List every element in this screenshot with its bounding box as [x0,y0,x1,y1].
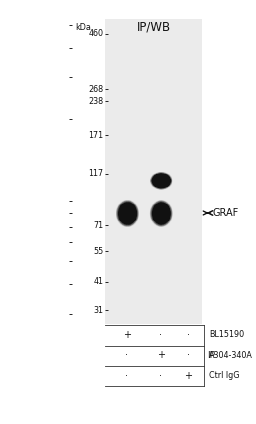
Bar [105,19,202,324]
Text: 41: 41 [93,277,103,286]
Text: GRAF: GRAF [213,208,239,218]
Text: kDa: kDa [75,23,91,32]
Text: Ctrl IgG: Ctrl IgG [209,371,239,380]
Text: 71: 71 [93,221,103,230]
Text: 55: 55 [93,247,103,256]
Text: A304-340A: A304-340A [209,351,253,360]
Text: 460: 460 [88,29,103,38]
Text: ·: · [125,350,129,360]
Text: 268: 268 [88,84,103,94]
Text: ·: · [187,350,190,360]
Text: ·: · [187,330,190,340]
Text: 117: 117 [88,170,103,179]
Text: IP/WB: IP/WB [137,21,171,33]
Text: +: + [123,330,131,340]
Text: ·: · [159,330,162,340]
Text: 238: 238 [88,97,103,106]
Text: IP: IP [208,351,216,360]
Text: ·: · [125,371,129,381]
Text: +: + [157,350,165,360]
Text: 31: 31 [93,306,103,315]
Text: BL15190: BL15190 [209,330,244,340]
Text: +: + [184,371,193,381]
Text: 171: 171 [88,131,103,139]
Text: ·: · [159,371,162,381]
